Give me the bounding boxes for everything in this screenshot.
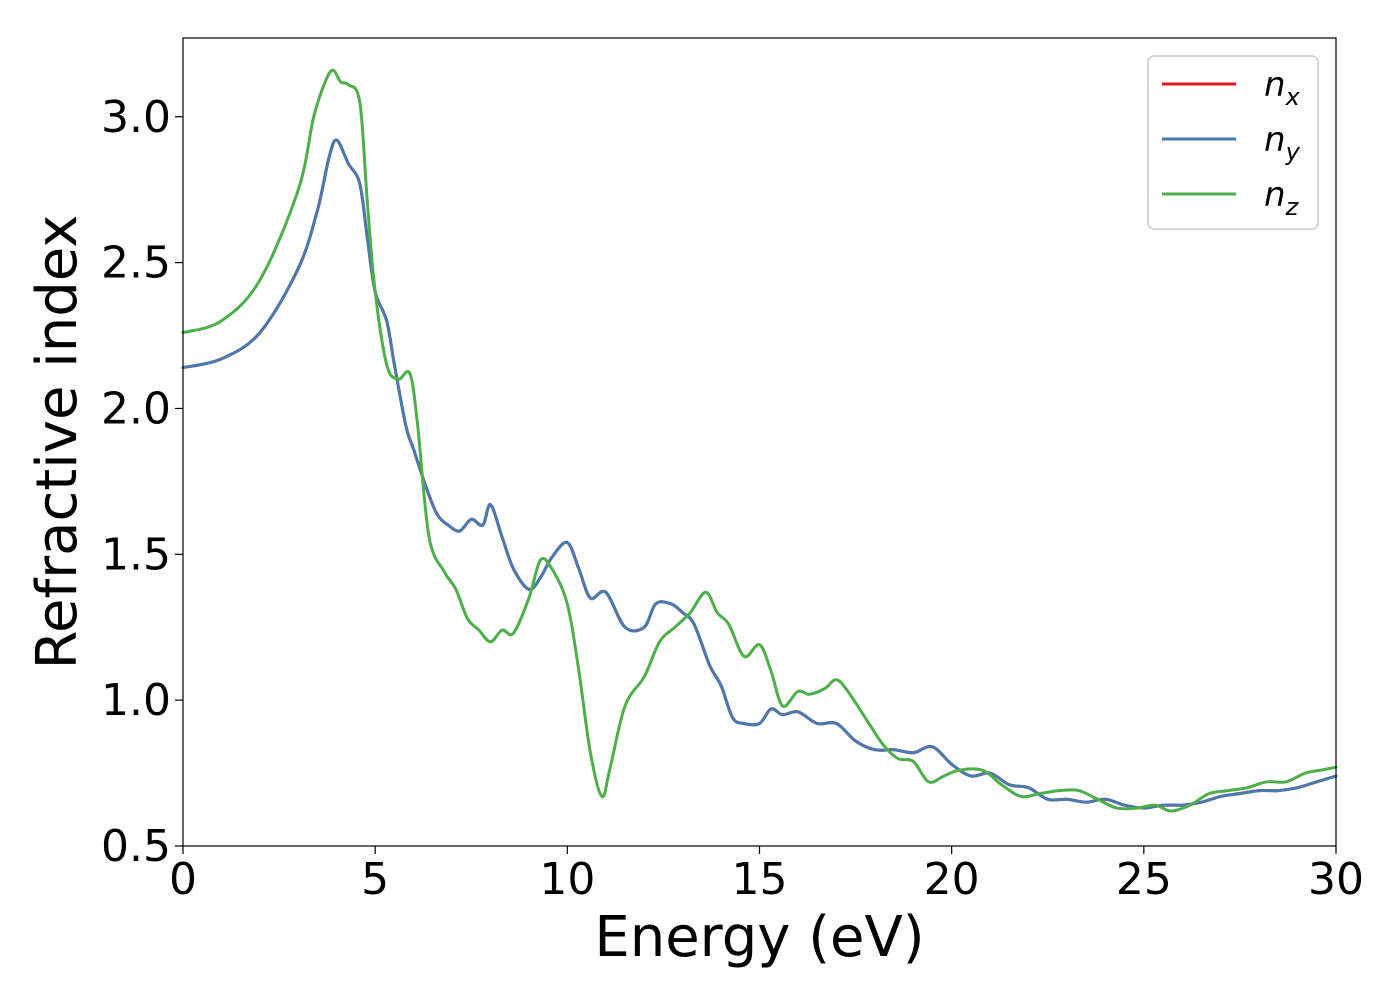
x-tick-label: 25 — [1116, 854, 1172, 905]
y-tick-label: 3.0 — [101, 92, 171, 143]
legend-label: nz — [1264, 175, 1300, 221]
x-tick-label: 5 — [361, 854, 389, 905]
legend-label-subscript: x — [1285, 83, 1301, 111]
x-axis-title: Energy (eV) — [594, 905, 924, 970]
legend-label-base: n — [1264, 175, 1286, 215]
series-line-n-z — [181, 68, 1338, 813]
y-tick-label: 2.0 — [101, 383, 171, 434]
series-layer — [181, 68, 1338, 813]
y-tick-label: 2.5 — [101, 238, 171, 289]
y-tick-label: 0.5 — [101, 821, 171, 872]
plot-area — [183, 38, 1336, 846]
legend-box — [1147, 55, 1319, 230]
legend-label-subscript: y — [1285, 138, 1301, 166]
x-tick-label: 20 — [924, 854, 980, 905]
legend-label-subscript: z — [1285, 193, 1300, 221]
x-tick-label: 0 — [169, 854, 197, 905]
y-axis-title: Refractive index — [25, 215, 90, 670]
x-tick-label: 30 — [1308, 854, 1364, 905]
legend-label-base: n — [1264, 65, 1286, 105]
y-axis-ticks: 0.5 1.0 1.5 2.0 2.5 3.0 — [101, 92, 183, 872]
y-tick-label: 1.5 — [101, 529, 171, 580]
x-tick-label: 15 — [732, 854, 788, 905]
legend-label: ny — [1264, 120, 1301, 166]
legend-label: nx — [1264, 65, 1301, 111]
x-tick-label: 10 — [539, 854, 595, 905]
legend-label-base: n — [1264, 120, 1286, 160]
y-tick-label: 1.0 — [101, 675, 171, 726]
x-axis-ticks: 0 5 10 15 20 25 30 — [169, 846, 1364, 905]
series-line-n-y — [181, 138, 1338, 810]
